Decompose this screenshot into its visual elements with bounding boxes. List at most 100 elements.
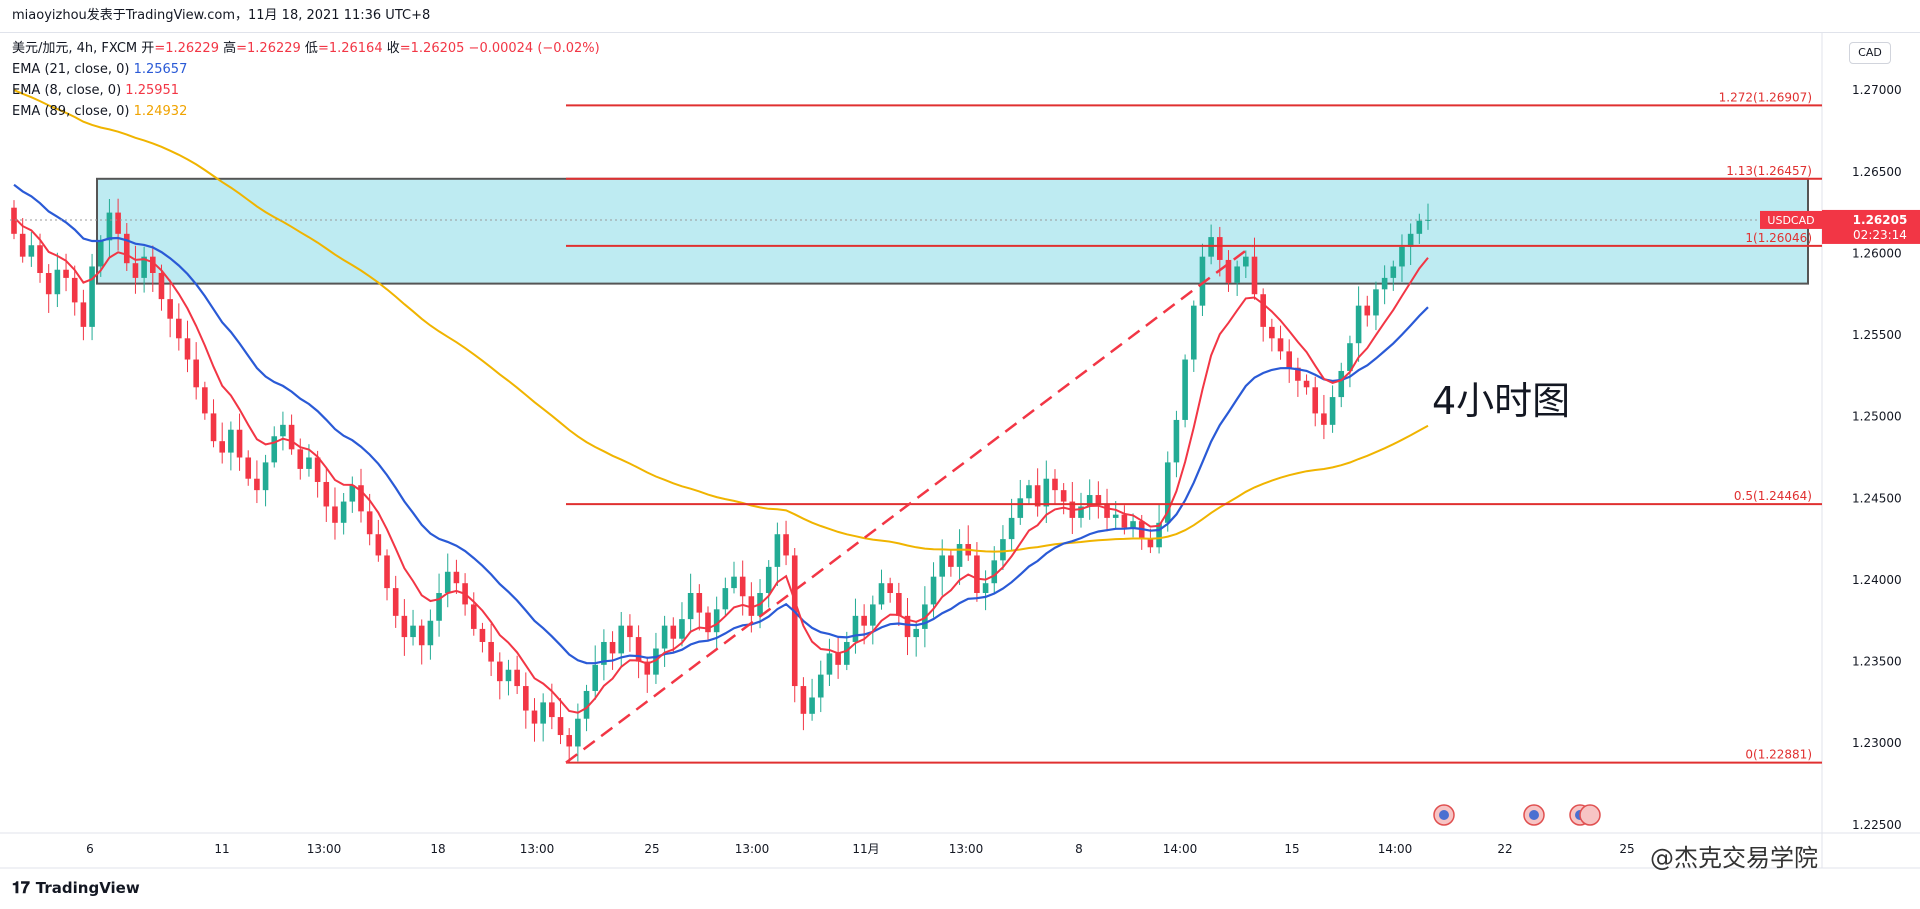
candle-body [141, 256, 147, 278]
candle-body [1416, 220, 1423, 234]
candle-body [644, 661, 651, 675]
candle-body [1112, 514, 1119, 518]
economic-event-icon [1579, 804, 1601, 826]
candle-body [219, 441, 225, 453]
ema89-legend-row[interactable]: EMA (89, close, 0) 1.24932 [12, 101, 600, 122]
tradingview-brand: TradingView [35, 879, 140, 897]
candle-body [1147, 539, 1154, 548]
candle-body [956, 544, 963, 567]
event-flag-center [1439, 810, 1449, 820]
economic-event-icon [1433, 804, 1455, 826]
fib-label: 1.13(1.26457) [1726, 164, 1812, 178]
candle-body [228, 429, 234, 453]
currency-button[interactable]: CAD [1849, 42, 1891, 64]
candle-body [1355, 305, 1362, 344]
candle-body [783, 534, 789, 556]
candle-body [392, 588, 399, 616]
candle-body [28, 245, 35, 257]
candle-body [887, 583, 893, 593]
fib-label: 0(1.22881) [1745, 748, 1812, 762]
candle-body [1329, 397, 1336, 425]
candle-body [45, 273, 52, 295]
candle-body [791, 555, 798, 687]
candle-body [1373, 289, 1379, 316]
y-tick-label: 1.23500 [1852, 655, 1902, 669]
candle-body [878, 583, 885, 605]
y-tick-label: 1.24500 [1852, 491, 1902, 505]
ema8-legend-row[interactable]: EMA (8, close, 0) 1.25951 [12, 80, 600, 101]
candle-body [202, 387, 208, 414]
candle-body [1156, 522, 1162, 548]
candle-body [939, 555, 946, 577]
candle-body [1286, 351, 1293, 368]
candle-body [635, 637, 642, 662]
candle-body [375, 534, 382, 556]
candle-body [132, 263, 139, 278]
x-tick-label: 13:00 [949, 842, 984, 856]
tradingview-footer[interactable]: 𝟏𝟕 TradingView [12, 878, 140, 898]
candle-body [80, 302, 87, 327]
candle-body [288, 424, 295, 450]
x-tick-label: 14:00 [1378, 842, 1413, 856]
event-flag-center [1529, 810, 1539, 820]
candle-body [523, 686, 529, 711]
candle-body [687, 593, 694, 620]
x-tick-label: 11 [214, 842, 229, 856]
candle-body [436, 593, 442, 621]
candle-body [930, 576, 937, 605]
candle-body [800, 686, 807, 714]
candle-body [453, 571, 460, 584]
candle-body [488, 641, 494, 662]
candle-body [97, 240, 104, 267]
y-tick-label: 1.26000 [1852, 246, 1902, 260]
x-tick-label: 25 [1619, 842, 1634, 856]
candle-body [722, 588, 729, 610]
candle-body [1173, 419, 1180, 463]
candle-body [861, 615, 867, 626]
close-value: =1.26205 [399, 41, 465, 56]
candle-body [115, 212, 121, 234]
price-axis-panel [1822, 33, 1920, 833]
last-price-value: 1.26205 [1853, 213, 1908, 227]
candle-body [1199, 256, 1206, 306]
candle-body [167, 299, 173, 319]
candle-body [592, 664, 599, 691]
symbol-legend-row[interactable]: 美元/加元, 4h, FXCM 开=1.26229 高=1.26229 低=1.… [12, 38, 600, 59]
candle-body [1243, 256, 1249, 267]
x-tick-label: 6 [86, 842, 94, 856]
candle-body [1217, 237, 1223, 260]
candle-body [1269, 326, 1275, 339]
candle-body [410, 625, 416, 638]
ema89-label: EMA (89, close, 0) [12, 104, 130, 119]
candle-body [1338, 370, 1345, 398]
candle-body [1043, 478, 1050, 507]
candle-body [549, 702, 555, 718]
candle-body [444, 571, 451, 593]
last-price-tag [1822, 209, 1920, 244]
candle-body [575, 718, 581, 747]
candle-body [1052, 478, 1058, 491]
candle-body [991, 560, 998, 584]
ema21-value: 1.25657 [133, 62, 188, 77]
x-tick-label: 22 [1497, 842, 1512, 856]
ema8-label: EMA (8, close, 0) [12, 83, 122, 98]
candle-body [1034, 485, 1041, 507]
candle-body [713, 609, 720, 633]
ema8-value: 1.25951 [125, 83, 180, 98]
swing-dashed-line [565, 244, 1253, 764]
open-label: 开 [141, 41, 155, 56]
candle-body [297, 449, 304, 469]
candle-body [1164, 462, 1171, 523]
candle-body [870, 604, 876, 626]
candle-body [505, 669, 512, 682]
candle-body [974, 555, 980, 593]
candle-body [19, 233, 26, 257]
candle-body [418, 625, 425, 646]
ema21-legend-row[interactable]: EMA (21, close, 0) 1.25657 [12, 59, 600, 80]
candle-body [1060, 490, 1067, 502]
wechat-watermark: @杰克交易学院 [1650, 844, 1818, 872]
attribution-text: miaoyizhou发表于TradingView.com，11月 18, 202… [12, 8, 431, 23]
change-value: −0.00024 (−0.02%) [468, 41, 600, 56]
candle-body [63, 269, 69, 278]
